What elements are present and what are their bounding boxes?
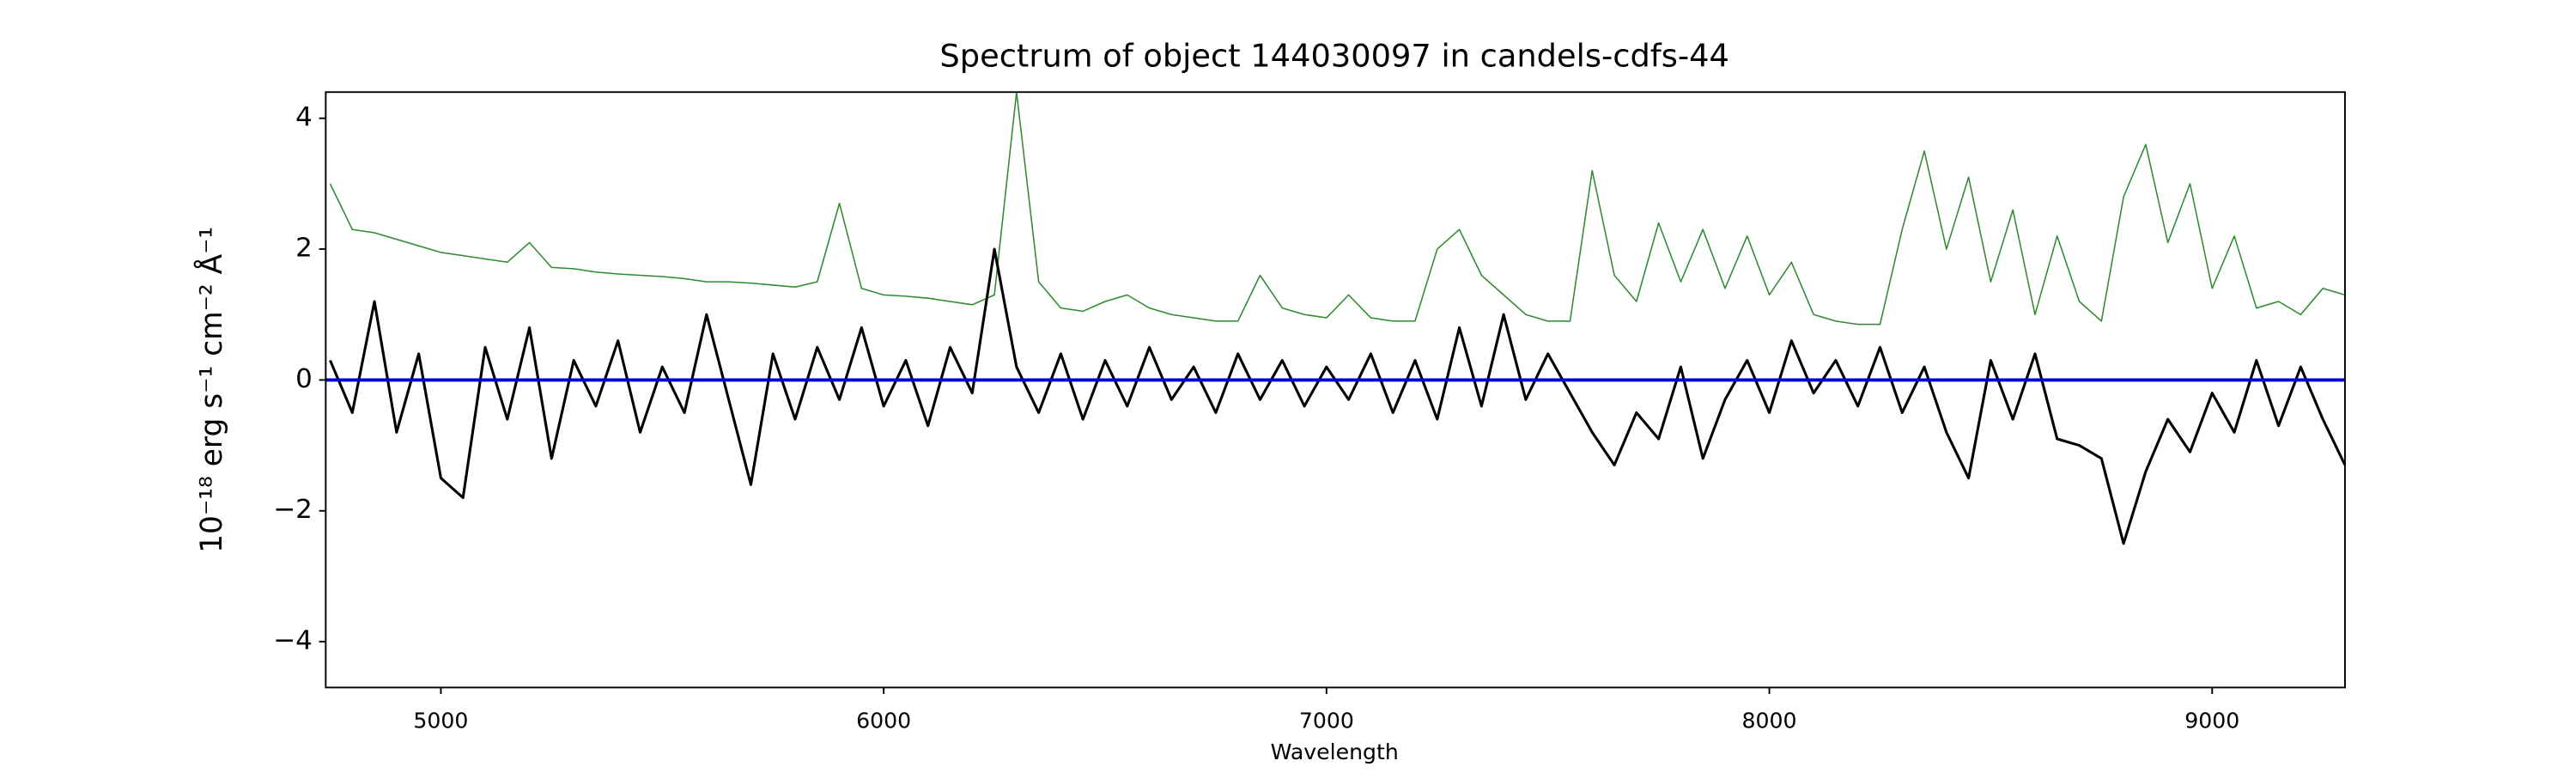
x-tick-label: 8000 (1742, 709, 1797, 733)
x-axis-label: Wavelength (1271, 740, 1399, 764)
y-tick-label: 4 (295, 101, 313, 132)
spectrum-line (329, 247, 2345, 545)
x-tick-label: 6000 (856, 709, 911, 733)
x-tick-label: 9000 (2184, 709, 2239, 733)
x-tick-label: 7000 (1299, 709, 1354, 733)
y-tick-label: −4 (273, 625, 313, 656)
y-tick-label: −2 (273, 494, 313, 525)
spectrum-line (329, 92, 2345, 326)
x-tick-label: 5000 (413, 709, 468, 733)
chart-title: Spectrum of object 144030097 in candels-… (939, 38, 1729, 75)
plot-area (325, 92, 2345, 545)
axes-frame (325, 91, 2346, 689)
y-axis-label: 10⁻¹⁸ erg s⁻¹ cm⁻² Å⁻¹ (192, 227, 229, 553)
y-tick-label: 0 (295, 363, 313, 394)
y-tick-label: 2 (295, 233, 313, 264)
